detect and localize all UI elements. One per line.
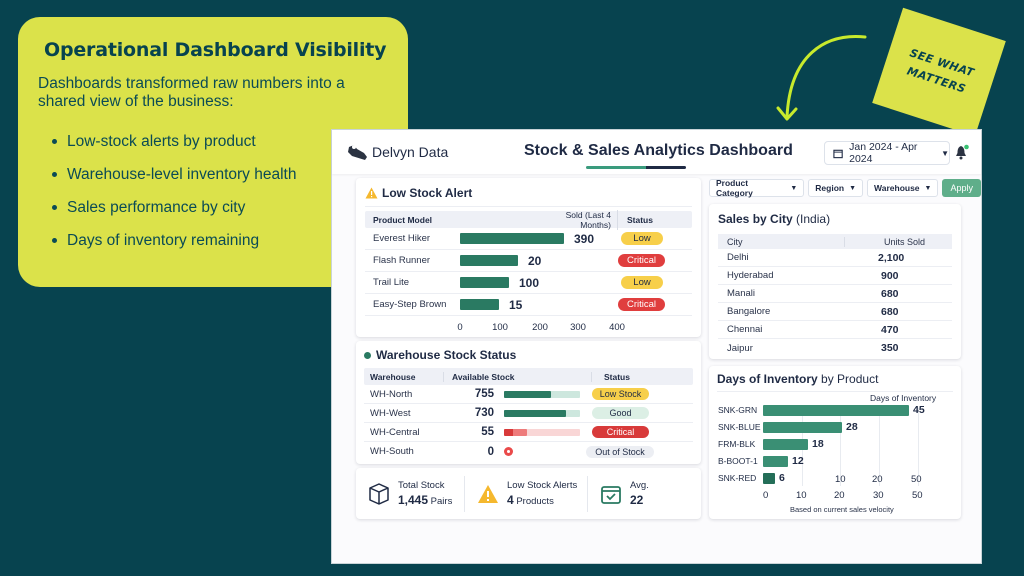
warehouse-stock-card: Warehouse Stock Status Warehouse Availab…	[356, 341, 701, 464]
bell-icon	[956, 144, 969, 160]
warehouse-filter[interactable]: Warehouse ▼	[867, 179, 939, 197]
sales-by-city-title: Sales by City (India)	[718, 212, 831, 226]
table-row: WH-South 0 Out of Stock	[364, 442, 693, 461]
table-row: Jaipur 350	[727, 342, 899, 354]
kpi-low-stock-alerts: Low Stock Alerts 4 Products	[464, 475, 587, 512]
region-filter[interactable]: Region ▼	[808, 179, 864, 197]
chart-footnote: Based on current sales velocity	[790, 505, 894, 514]
status-badge: Critical	[618, 298, 665, 311]
dashboard-header: Delvyn Data Stock & Sales Analytics Dash…	[332, 130, 981, 174]
bar	[460, 233, 564, 244]
empty-stock-icon	[504, 447, 513, 456]
bar	[460, 299, 499, 310]
notification-bell[interactable]	[954, 144, 970, 165]
kpi-total-stock: Total Stock 1,445 Pairs	[356, 476, 464, 512]
warning-icon	[478, 484, 498, 503]
box-icon	[369, 482, 389, 505]
calendar-check-icon	[601, 485, 621, 504]
curved-arrow-icon	[776, 35, 867, 121]
status-badge: Low Stock	[592, 388, 649, 400]
stock-bar	[504, 390, 580, 398]
bullet-dot-icon	[52, 238, 57, 243]
info-bullet: Warehouse-level inventory health	[52, 158, 394, 191]
product-category-filter[interactable]: Product Category ▼	[709, 178, 805, 198]
table-row: Easy-Step Brown 15 Critical	[365, 294, 692, 316]
status-badge: Out of Stock	[586, 445, 654, 458]
warehouse-header: Warehouse Available Stock Status	[364, 368, 693, 385]
days-of-inventory-title: Days of Inventory by Product	[717, 372, 879, 386]
bullet-dot-icon	[52, 205, 57, 210]
date-range-picker[interactable]: Jan 2024 - Apr 2024 ▼	[824, 141, 950, 165]
series-label: Days of Inventory	[870, 393, 937, 403]
chevron-down-icon: ▼	[849, 184, 857, 192]
brand: Delvyn Data	[346, 143, 448, 161]
apply-button[interactable]: Apply	[942, 179, 981, 197]
kpi-average: Avg. 22	[587, 475, 649, 512]
x-axis: 0 10 20 30 50	[763, 490, 923, 501]
bar	[763, 455, 788, 467]
status-badge: Critical	[592, 426, 649, 438]
bar	[763, 438, 808, 450]
table-row: WH-West 730 Good	[364, 404, 693, 423]
dashboard-window: Delvyn Data Stock & Sales Analytics Dash…	[331, 129, 982, 564]
chevron-down-icon: ▼	[924, 184, 932, 192]
low-stock-axis: 0 100 200 300 400	[457, 322, 625, 333]
table-row: Hyderabad 900	[718, 267, 952, 285]
sticky-note: See what matters	[872, 7, 1006, 137]
table-row: Chennai 470	[718, 321, 952, 339]
low-stock-header: Product Model Sold (Last 4 Months) Statu…	[365, 209, 692, 230]
gridline	[879, 408, 880, 486]
info-bullet: Low-stock alerts by product	[52, 125, 394, 158]
warehouse-title: Warehouse Stock Status	[364, 348, 693, 362]
brand-name: Delvyn Data	[372, 144, 449, 160]
dashboard-title: Stock & Sales Analytics Dashboard	[524, 142, 793, 159]
table-row: Delhi 2,100	[718, 249, 952, 267]
info-title: Operational Dashboard Visibility	[44, 39, 387, 61]
status-dot-icon	[364, 351, 371, 359]
days-chart: Days of Inventory SNK-GRN 45 SNK-BLUE 28 F…	[709, 390, 961, 515]
stock-bar	[504, 409, 580, 417]
status-badge: Critical	[618, 254, 665, 267]
sales-by-city-card: Sales by City (India) City Units Sold De…	[709, 204, 961, 359]
chevron-down-icon: ▼	[941, 148, 949, 158]
warning-icon	[365, 187, 378, 199]
table-row: Everest Hiker 390 Low	[365, 228, 692, 250]
status-badge: Low	[621, 232, 663, 245]
info-description: Dashboards transformed raw numbers into …	[38, 75, 345, 110]
days-of-inventory-card: Days of Inventory by Product Days of Inv…	[709, 366, 961, 519]
status-badge: Good	[592, 407, 649, 419]
bar	[460, 277, 509, 288]
bar	[763, 404, 909, 416]
bar	[460, 255, 518, 266]
chevron-down-icon: ▼	[790, 184, 798, 192]
bar	[763, 472, 775, 484]
calendar-icon	[833, 149, 843, 158]
gridline	[840, 408, 841, 486]
shoe-logo-icon	[348, 145, 367, 160]
low-stock-title: Low Stock Alert	[365, 186, 692, 200]
bar	[763, 421, 842, 433]
kpi-summary-card: Total Stock 1,445 Pairs Low Stock Alerts 4…	[356, 468, 701, 519]
table-row: Flash Runner 20 Critical	[365, 250, 692, 272]
table-row: Trail Lite 100 Low	[365, 272, 692, 294]
bullet-dot-icon	[52, 172, 57, 177]
gridline	[918, 408, 919, 486]
table-row: Manali 680	[718, 285, 952, 303]
info-bullet: Days of inventory remaining	[52, 224, 394, 257]
filter-bar: Product Category ▼ Region ▼ Warehouse ▼ App…	[709, 178, 981, 198]
table-row: WH-Central 55 Critical	[364, 423, 693, 442]
city-table-header: City Units Sold	[718, 234, 952, 249]
info-bullet-list: Low-stock alerts by product Warehouse-le…	[52, 125, 394, 257]
status-badge: Low	[621, 276, 663, 289]
title-underline	[586, 166, 686, 169]
table-row: WH-North 755 Low Stock	[364, 385, 693, 404]
stock-bar	[504, 428, 580, 436]
info-bullet: Sales performance by city	[52, 191, 394, 224]
bullet-dot-icon	[52, 139, 57, 144]
table-row: Bangalore 680	[718, 303, 952, 321]
low-stock-card: Low Stock Alert Product Model Sold (Last…	[356, 178, 701, 337]
